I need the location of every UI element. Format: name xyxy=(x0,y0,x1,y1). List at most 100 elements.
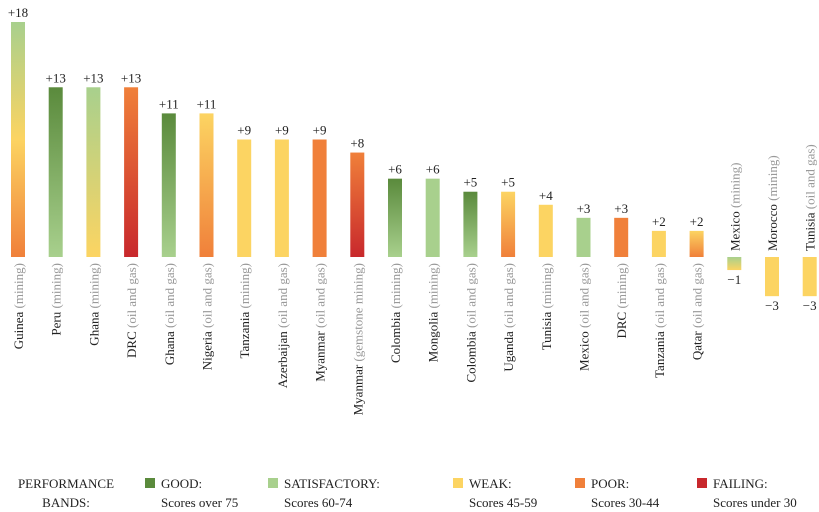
country: Ghana xyxy=(86,312,101,346)
value-label: +2 xyxy=(690,214,704,229)
country: Colombia xyxy=(388,312,403,364)
sector: (oil and gas) xyxy=(803,144,818,209)
value-label: +6 xyxy=(388,162,402,177)
legend-title: PERFORMANCE BANDS: xyxy=(17,476,115,510)
bar xyxy=(388,178,402,257)
category-label: Tanzania (oil and gas) xyxy=(652,263,667,378)
bar xyxy=(765,257,779,297)
legend-label: GOOD: xyxy=(161,476,203,491)
bar xyxy=(425,178,440,257)
country: Tanzania xyxy=(652,331,667,378)
country: Guinea xyxy=(11,312,26,350)
value-label: +13 xyxy=(46,70,66,85)
category-label: Mongolia (mining) xyxy=(426,263,441,362)
country: Qatar xyxy=(690,331,705,361)
country: Azerbaijan xyxy=(275,331,290,389)
value-label: +9 xyxy=(313,123,327,138)
bar xyxy=(274,139,289,257)
sector: (mining) xyxy=(237,263,252,309)
bar xyxy=(463,191,478,257)
bar xyxy=(614,217,629,257)
sector: (oil and gas) xyxy=(313,263,328,328)
legend-label: FAILING: xyxy=(713,476,768,491)
value-label: +5 xyxy=(463,175,477,190)
category-label: Morocco (mining) xyxy=(765,155,780,251)
category-label: Mexico (mining) xyxy=(727,163,742,251)
category-label: Colombia (oil and gas) xyxy=(463,263,478,383)
bar xyxy=(11,22,25,257)
bar xyxy=(651,230,666,257)
country: Myanmar xyxy=(350,364,365,415)
sector: (oil and gas) xyxy=(200,263,215,328)
category-label: Ghana (oil and gas) xyxy=(162,263,177,365)
value-label: +18 xyxy=(8,5,28,20)
bar xyxy=(312,139,327,257)
value-label: −3 xyxy=(765,298,779,313)
bar xyxy=(350,152,365,257)
legend-detail: Scores 60-74 xyxy=(284,495,353,510)
bar xyxy=(86,87,101,258)
sector: (mining) xyxy=(86,263,101,309)
legend-item: WEAK: Scores 45-59 xyxy=(453,474,537,512)
country: Ghana xyxy=(162,331,177,365)
category-label: Mexico (oil and gas) xyxy=(577,263,592,371)
value-label: +8 xyxy=(350,136,364,151)
sector: (mining) xyxy=(727,163,742,209)
country: Uganda xyxy=(501,331,516,372)
category-label: Tunisia (mining) xyxy=(539,263,554,350)
country: Colombia xyxy=(463,331,478,383)
legend-swatch xyxy=(697,478,707,488)
category-label: DRC (oil and gas) xyxy=(124,263,139,358)
value-label: +3 xyxy=(614,201,628,216)
bar xyxy=(501,191,516,257)
category-label: Guinea (mining) xyxy=(11,263,26,349)
country: Peru xyxy=(49,311,64,335)
bar xyxy=(48,87,63,258)
sector: (mining) xyxy=(426,263,441,309)
sector: (mining) xyxy=(11,263,26,309)
sector: (oil and gas) xyxy=(275,263,290,328)
sector: (mining) xyxy=(765,155,780,201)
category-label: Uganda (oil and gas) xyxy=(501,263,516,372)
sector: (mining) xyxy=(388,263,403,309)
legend-label: WEAK: xyxy=(469,476,512,491)
value-label: +9 xyxy=(275,123,289,138)
legend-item: FAILING: Scores under 30 xyxy=(697,474,797,512)
country: Tanzania xyxy=(237,312,252,359)
sector: (oil and gas) xyxy=(162,263,177,328)
sector: (oil and gas) xyxy=(501,263,516,328)
category-label: DRC (mining) xyxy=(614,263,629,338)
legend-swatch xyxy=(145,478,155,488)
country: Myanmar xyxy=(313,331,328,382)
sector: (oil and gas) xyxy=(124,263,139,328)
chart: +18 Guinea (mining) +13 Peru (mining) +13 Gha… xyxy=(8,5,818,415)
value-label: +4 xyxy=(539,188,553,203)
legend-swatch xyxy=(453,478,463,488)
category-label: Qatar (oil and gas) xyxy=(690,263,705,360)
bar xyxy=(538,204,553,257)
category-label: Tunisia (oil and gas) xyxy=(803,144,818,251)
value-label: +13 xyxy=(121,70,141,85)
category-label: Myanmar (oil and gas) xyxy=(313,263,328,382)
value-label: +11 xyxy=(159,96,179,111)
sector: (mining) xyxy=(614,263,629,309)
bar xyxy=(237,139,252,257)
value-label: −1 xyxy=(727,272,741,287)
value-label: +2 xyxy=(652,214,666,229)
value-label: +6 xyxy=(426,162,440,177)
legend-swatch xyxy=(268,478,278,488)
country: Mongolia xyxy=(426,312,441,363)
value-label: +9 xyxy=(237,123,251,138)
country: Morocco xyxy=(765,204,780,251)
category-label: Nigeria (oil and gas) xyxy=(200,263,215,370)
country: Tunisia xyxy=(539,312,554,351)
sector: (oil and gas) xyxy=(690,263,705,328)
sector: (mining) xyxy=(539,263,554,309)
country: DRC xyxy=(124,331,139,358)
bar xyxy=(802,257,817,297)
category-label: Myanmar (gemstone mining) xyxy=(350,263,365,415)
legend: PERFORMANCE BANDS: GOOD: Scores over 75 SA… xyxy=(0,474,819,512)
legend-detail: Scores 30-44 xyxy=(591,495,660,510)
value-label: +11 xyxy=(197,96,217,111)
